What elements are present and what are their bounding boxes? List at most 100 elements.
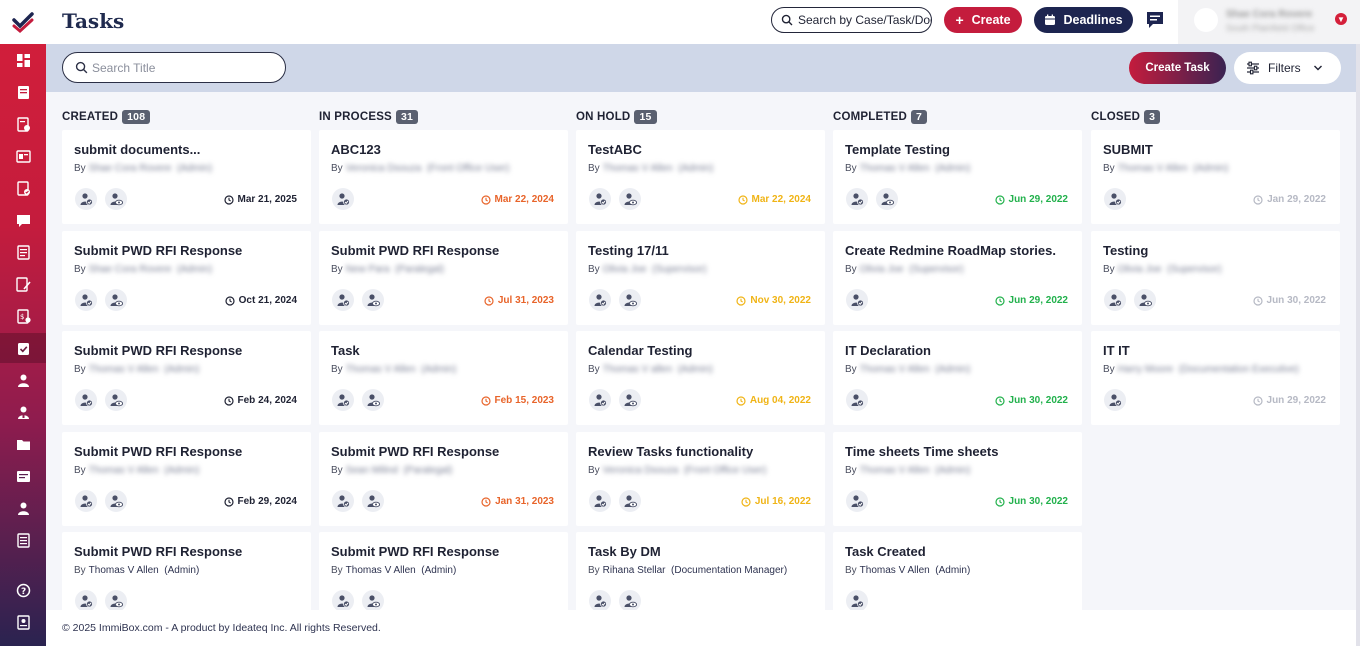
- task-card[interactable]: Calendar Testing By Thomas V allen (Admin)…: [576, 331, 825, 425]
- task-card[interactable]: Submit PWD RFI Response By New Para (Paral…: [319, 231, 568, 325]
- assignee-icon[interactable]: [332, 490, 354, 512]
- watcher-icon[interactable]: [1134, 289, 1156, 311]
- watcher-icon[interactable]: [362, 590, 384, 610]
- task-title[interactable]: Submit PWD RFI Response: [74, 544, 243, 559]
- watcher-icon[interactable]: [619, 188, 641, 210]
- task-title[interactable]: Task By DM: [588, 544, 661, 559]
- task-title[interactable]: Testing: [1103, 243, 1149, 258]
- assignee-icon[interactable]: [846, 188, 868, 210]
- case-file-icon[interactable]: [13, 114, 33, 134]
- assignee-icon[interactable]: [332, 590, 354, 610]
- assignee-icon[interactable]: [332, 389, 354, 411]
- task-title[interactable]: Testing 17/11: [588, 243, 669, 258]
- task-card[interactable]: Testing 17/11 By Olivia Joe (Supervisor) No…: [576, 231, 825, 325]
- watcher-icon[interactable]: [105, 289, 127, 311]
- watcher-icon[interactable]: [619, 590, 641, 610]
- watcher-icon[interactable]: [105, 188, 127, 210]
- assignee-icon[interactable]: [846, 590, 868, 610]
- assignee-icon[interactable]: [846, 389, 868, 411]
- document-check-icon[interactable]: [13, 178, 33, 198]
- task-card[interactable]: Submit PWD RFI Response By Thomas V Allen …: [319, 532, 568, 610]
- task-title[interactable]: Submit PWD RFI Response: [74, 444, 243, 459]
- task-card[interactable]: submit documents... By Shae Cora Rovere (A…: [62, 130, 311, 224]
- assignee-icon[interactable]: [846, 289, 868, 311]
- page-scrollbar[interactable]: [1356, 44, 1360, 646]
- task-card[interactable]: Testing By Olivia Joe (Supervisor) Jun 30, …: [1091, 231, 1340, 325]
- assignee-icon[interactable]: [75, 490, 97, 512]
- assignee-icon[interactable]: [75, 590, 97, 610]
- tasks-icon[interactable]: [0, 333, 46, 363]
- task-card[interactable]: Task By Thomas V Allen (Admin) Feb 15, 2023: [319, 331, 568, 425]
- task-card[interactable]: Submit PWD RFI Response By Thomas V Allen …: [62, 331, 311, 425]
- task-card[interactable]: IT Declaration By Thomas V Allen (Admin) Ju…: [833, 331, 1082, 425]
- task-title[interactable]: Create Redmine RoadMap stories.: [845, 243, 1056, 258]
- watcher-icon[interactable]: [619, 289, 641, 311]
- task-card[interactable]: Create Redmine RoadMap stories. By Olivia …: [833, 231, 1082, 325]
- task-title[interactable]: Submit PWD RFI Response: [331, 243, 500, 258]
- assignee-icon[interactable]: [1104, 188, 1126, 210]
- watcher-icon[interactable]: [105, 490, 127, 512]
- team-icon[interactable]: [13, 498, 33, 518]
- assignee-icon[interactable]: [589, 289, 611, 311]
- task-title[interactable]: IT Declaration: [845, 343, 931, 358]
- assignee-icon[interactable]: [589, 490, 611, 512]
- dashboard-icon[interactable]: [13, 50, 33, 70]
- task-card[interactable]: ABC123 By Veronica Dsouza (Front Office Us…: [319, 130, 568, 224]
- create-task-button[interactable]: Create Task: [1129, 52, 1226, 84]
- ledger-icon[interactable]: [13, 530, 33, 550]
- user-menu[interactable]: Shae Cora Rovere South Plainfield Office…: [1178, 0, 1360, 44]
- knowledge-base-icon[interactable]: [13, 612, 33, 632]
- task-title[interactable]: TestABC: [588, 142, 642, 157]
- chevron-down-icon[interactable]: ▼: [1335, 13, 1347, 25]
- task-title[interactable]: Submit PWD RFI Response: [74, 343, 243, 358]
- task-card[interactable]: Task By DM By Rihana Stellar (Documentatio…: [576, 532, 825, 610]
- task-title[interactable]: Review Tasks functionality: [588, 444, 754, 459]
- invoice-icon[interactable]: $: [13, 306, 33, 326]
- watcher-icon[interactable]: [105, 590, 127, 610]
- task-card[interactable]: Submit PWD RFI Response By Thomas V Allen …: [62, 432, 311, 526]
- forms-icon[interactable]: [13, 274, 33, 294]
- watcher-icon[interactable]: [105, 389, 127, 411]
- task-title[interactable]: Submit PWD RFI Response: [74, 243, 243, 258]
- client-icon[interactable]: [13, 370, 33, 390]
- watcher-icon[interactable]: [362, 289, 384, 311]
- create-button[interactable]: + Create: [944, 7, 1022, 33]
- assignee-icon[interactable]: [589, 590, 611, 610]
- task-title[interactable]: submit documents...: [74, 142, 201, 157]
- task-card[interactable]: Submit PWD RFI Response By Sean Milind (Pa…: [319, 432, 568, 526]
- task-card[interactable]: Submit PWD RFI Response By Shae Cora Rover…: [62, 231, 311, 325]
- watcher-icon[interactable]: [876, 188, 898, 210]
- task-title[interactable]: Template Testing: [845, 142, 950, 157]
- title-search-input[interactable]: Search Title: [62, 52, 286, 83]
- watcher-icon[interactable]: [619, 389, 641, 411]
- messages-icon[interactable]: [13, 210, 33, 230]
- task-title[interactable]: Submit PWD RFI Response: [331, 544, 500, 559]
- filters-button[interactable]: Filters: [1234, 52, 1341, 84]
- task-title[interactable]: Task: [331, 343, 360, 358]
- task-card[interactable]: Time sheets Time sheets By Thomas V Allen …: [833, 432, 1082, 526]
- case-status-icon[interactable]: [13, 146, 33, 166]
- task-title[interactable]: IT IT: [1103, 343, 1130, 358]
- task-card[interactable]: SUBMIT By Thomas V Allen (Admin) Jan 29, 20…: [1091, 130, 1340, 224]
- assignee-icon[interactable]: [332, 289, 354, 311]
- assignee-icon[interactable]: [1104, 289, 1126, 311]
- watcher-icon[interactable]: [362, 389, 384, 411]
- assignee-icon[interactable]: [75, 389, 97, 411]
- watcher-icon[interactable]: [362, 490, 384, 512]
- chat-icon[interactable]: [1145, 10, 1165, 30]
- assignee-icon[interactable]: [589, 389, 611, 411]
- task-title[interactable]: Calendar Testing: [588, 343, 693, 358]
- task-card[interactable]: TestABC By Thomas V Allen (Admin) Mar 22, 2…: [576, 130, 825, 224]
- task-card[interactable]: Template Testing By Thomas V Allen (Admin)…: [833, 130, 1082, 224]
- notes-icon[interactable]: [13, 242, 33, 262]
- task-card[interactable]: Review Tasks functionality By Veronica Dso…: [576, 432, 825, 526]
- help-icon[interactable]: ?: [13, 580, 33, 600]
- task-card[interactable]: IT IT By Harry Moore (Documentation Execut…: [1091, 331, 1340, 425]
- app-logo[interactable]: [0, 0, 46, 44]
- contacts-book-icon[interactable]: [13, 82, 33, 102]
- assignee-icon[interactable]: [332, 188, 354, 210]
- task-title[interactable]: Task Created: [845, 544, 926, 559]
- assignee-icon[interactable]: [1104, 389, 1126, 411]
- deadlines-button[interactable]: Deadlines: [1034, 7, 1133, 33]
- task-title[interactable]: Time sheets Time sheets: [845, 444, 999, 459]
